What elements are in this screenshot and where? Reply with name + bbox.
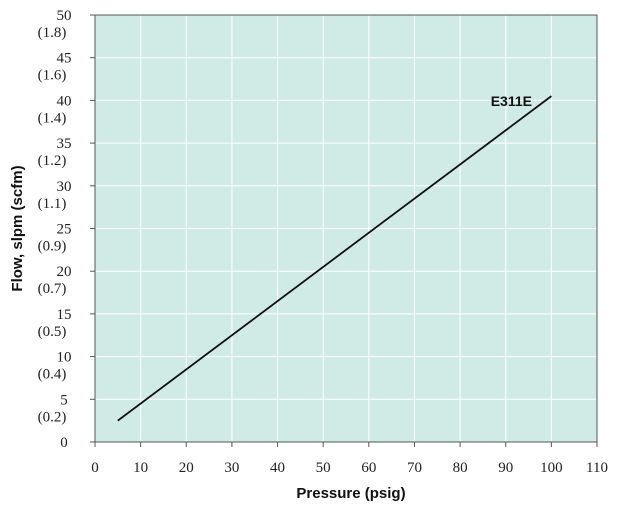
series-lines: E311E: [117, 93, 552, 422]
series-label: E311E: [491, 93, 532, 109]
y-tick-label-slpm: 45: [57, 51, 72, 67]
x-tick-label: 100: [540, 460, 563, 476]
grid-lines: [95, 15, 597, 442]
y-tick-label-scfm: (1.8): [38, 25, 67, 41]
x-tick-labels: 0 10 20 30 40 50 60 70 80 90 100 110: [91, 460, 608, 476]
y-tick-label-slpm: 35: [57, 136, 72, 152]
y-tick-label-slpm: 15: [57, 307, 72, 323]
y-tick-label-slpm: 50: [57, 8, 72, 24]
x-tick-label: 90: [498, 460, 513, 476]
x-tick-label: 20: [179, 460, 194, 476]
x-tick-label: 0: [91, 460, 99, 476]
y-tick-label-slpm: 40: [57, 93, 72, 109]
y-tick-label-scfm: (0.9): [38, 239, 67, 255]
y-axis-label: Flow, slpm (scfm): [9, 165, 26, 291]
y-tick-label-slpm: 0: [60, 435, 68, 451]
y-tick-label-scfm: (1.4): [38, 110, 67, 126]
y-tick-label-scfm: (1.2): [38, 153, 67, 169]
series-line: [117, 95, 552, 422]
axes: [90, 14, 598, 447]
y-tick-label-slpm: 20: [57, 264, 72, 280]
y-tick-label-scfm: (0.5): [38, 324, 67, 340]
x-axis-label: Pressure (psig): [296, 485, 405, 502]
y-tick-label-slpm: 5: [60, 392, 68, 408]
y-tick-label-scfm: (0.7): [38, 281, 67, 297]
x-tick-label: 80: [453, 460, 468, 476]
y-tick-label-scfm: (0.2): [38, 409, 67, 425]
x-tick-label: 40: [270, 460, 285, 476]
y-tick-label-slpm: 10: [57, 350, 72, 366]
y-tick-label-scfm: (1.1): [38, 196, 67, 212]
x-tick-label: 60: [361, 460, 376, 476]
y-tick-label-slpm: 30: [57, 179, 72, 195]
x-tick-label: 50: [316, 460, 331, 476]
y-tick-label-slpm: 25: [57, 222, 72, 238]
y-tick-label-scfm: (0.4): [38, 367, 67, 383]
y-tick-label-scfm: (1.6): [38, 68, 67, 84]
x-tick-label: 70: [407, 460, 422, 476]
plot-frame: [94, 14, 598, 443]
x-tick-label: 30: [224, 460, 239, 476]
x-tick-label: 110: [586, 460, 608, 476]
x-tick-label: 10: [133, 460, 148, 476]
y-tick-labels: 05(0.2)10(0.4)15(0.5)20(0.7)25(0.9)30(1.…: [38, 8, 72, 451]
